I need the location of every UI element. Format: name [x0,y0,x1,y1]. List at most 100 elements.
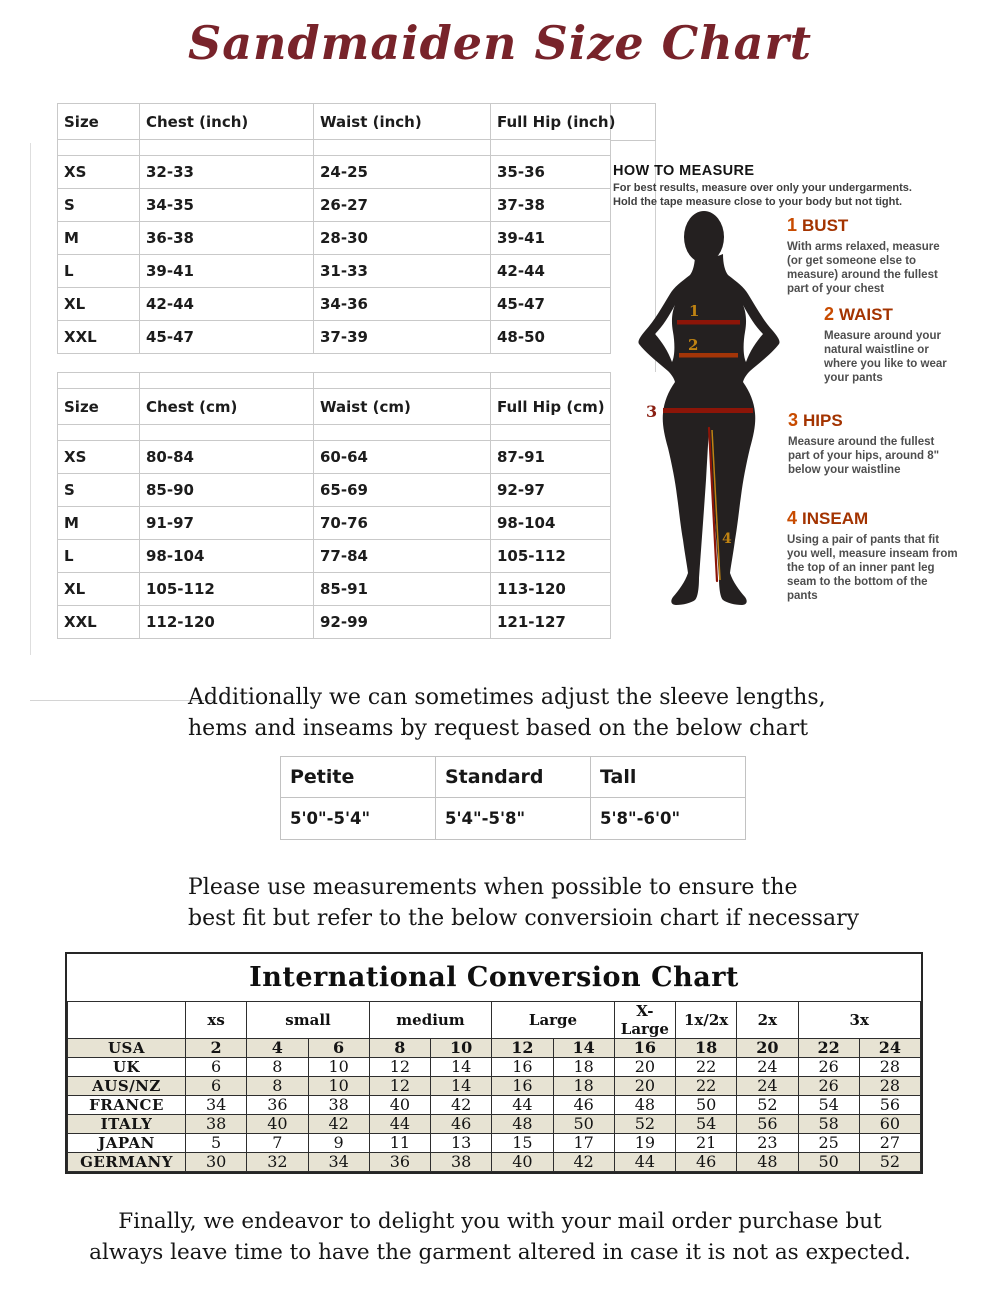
size-value: 65-69 [313,473,491,507]
size-value: 20 [613,1076,677,1096]
spacer-cell [313,424,491,441]
size-value: 98-104 [139,539,314,573]
size-label: M [57,506,140,540]
inseam-measure-line [707,426,719,583]
size-value: 30 [184,1152,248,1172]
size-value: 23 [736,1133,799,1153]
country-label: JAPAN [67,1133,186,1153]
cm-size-table-container: Size Chest (cm) Waist (cm) Full Hip (cm) XS 8… [57,372,611,639]
conversion-row: GERMANY 30 32 34 36 38 40 42 44 46 48 50 52 [67,1152,922,1172]
size-value: 20 [736,1038,799,1058]
size-value: 52 [613,1114,677,1134]
measure-step-bust: 1 BUST With arms relaxed, measure (or get… [787,215,947,296]
spacer-cell [57,139,140,156]
spreadsheet-edge-line [30,700,213,701]
size-value: 25 [797,1133,860,1153]
size-value: 34 [184,1095,248,1115]
spacer-cell [490,424,611,441]
size-value: 2 [184,1038,248,1058]
size-value: 9 [307,1133,370,1153]
size-value: 56 [736,1114,799,1134]
spacer-row [57,424,611,441]
figure-head [684,211,724,263]
size-label: S [57,188,140,222]
column-header: Waist (cm) [313,388,491,425]
size-value: 91-97 [139,506,314,540]
figure-label-bust: 1 [689,302,699,320]
size-value: 24 [858,1038,922,1058]
size-label: XL [57,572,140,606]
size-value: 16 [613,1038,677,1058]
size-value: 26-27 [313,188,491,222]
size-value: 26 [797,1076,860,1096]
size-value: 28 [858,1057,922,1077]
conversion-chart: International Conversion Chart xs small me… [65,952,923,1174]
country-label: ITALY [67,1114,186,1134]
column-header: Full Hip (inch) [490,103,615,140]
size-table: Size Chest (cm) Waist (cm) Full Hip (cm) XS 8… [57,372,611,639]
size-value: 10 [307,1057,370,1077]
size-group-header: 2x [736,1001,799,1039]
size-value: 37-38 [490,188,611,222]
size-value: 31-33 [313,254,491,288]
size-label: XS [57,440,140,474]
column-header: Size [57,103,140,140]
size-value: 98-104 [490,506,611,540]
size-label: L [57,539,140,573]
size-value: 34-35 [139,188,314,222]
size-group-header: 1x/2x [674,1001,738,1039]
size-value: 54 [674,1114,738,1134]
size-value: 48 [736,1152,799,1172]
inch-size-table-container: Size Chest (inch) Waist (inch) Full Hip (in… [57,103,615,354]
size-value: 42 [307,1114,370,1134]
size-label: XXL [57,320,140,354]
size-value: 48 [613,1095,677,1115]
size-row: M 91-97 70-76 98-104 [57,506,611,540]
size-value: 50 [674,1095,738,1115]
size-value: 54 [797,1095,860,1115]
country-label: USA [67,1038,186,1058]
bust-measure-line [677,320,740,325]
size-label: XL [57,287,140,321]
size-value: 38 [429,1152,493,1172]
size-value: 24 [736,1076,799,1096]
size-value: 36 [246,1095,309,1115]
size-group-header: small [246,1001,370,1039]
spacer-cell [57,424,140,441]
size-value: 44 [613,1152,677,1172]
measurements-note: Please use measurements when possible to… [188,872,859,934]
size-row: S 34-35 26-27 37-38 [57,188,611,222]
size-row: L 39-41 31-33 42-44 [57,254,611,288]
size-value: 4 [246,1038,309,1058]
spacer-cell [139,372,314,389]
size-value: 18 [674,1038,738,1058]
size-value: 6 [184,1057,248,1077]
size-value: 60 [858,1114,922,1134]
conversion-row: AUS/NZ 6 8 10 12 14 16 18 20 22 24 26 28 [67,1076,922,1096]
size-value: 35-36 [490,155,611,189]
size-row: XS 32-33 24-25 35-36 [57,155,611,189]
height-range-tall: 5'8"-6'0" [590,797,746,840]
size-row: XS 80-84 60-64 87-91 [57,440,611,474]
column-header-petite: Petite [280,756,436,798]
size-value: 17 [552,1133,615,1153]
body-silhouette-svg: 1 2 3 4 [638,211,780,605]
size-value: 14 [429,1057,493,1077]
country-label: AUS/NZ [67,1076,186,1096]
spacer-cell [139,424,314,441]
value-row: 5'0"-5'4" 5'4"-5'8" 5'8"-6'0" [280,797,746,840]
size-value: 42-44 [139,287,314,321]
conversion-chart-title: International Conversion Chart [249,962,739,993]
conversion-table: xs small medium Large X-Large 1x/2x 2x 3x USA 2 4 6… [67,1001,922,1172]
country-label: UK [67,1057,186,1077]
size-value: 42-44 [490,254,611,288]
size-value: 24-25 [313,155,491,189]
size-value: 40 [368,1095,432,1115]
waist-measure-line [679,353,738,358]
step-heading: 3 HIPS [788,410,958,431]
size-group-header: Large [491,1001,615,1039]
figure-label-hips: 3 [646,402,657,421]
column-header: Full Hip (cm) [490,388,611,425]
size-value: 50 [797,1152,860,1172]
